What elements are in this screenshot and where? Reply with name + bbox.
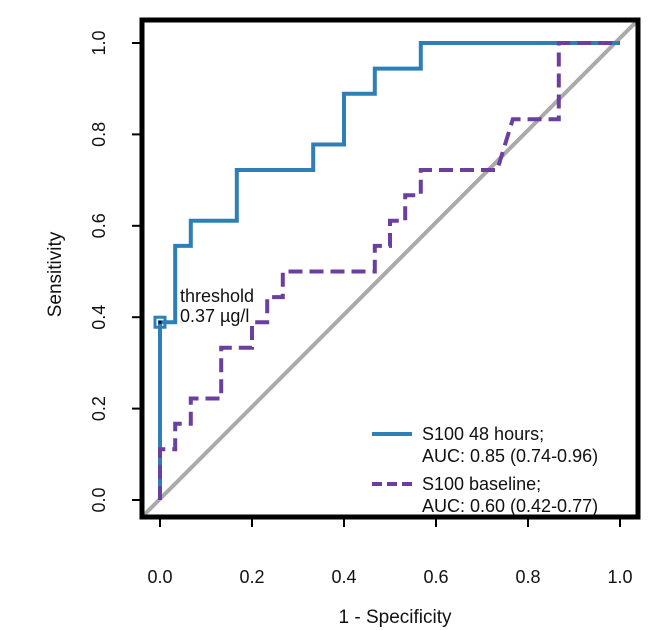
series-line-s100-48-hours [158,41,620,500]
y-axis-title: Sensitivity [45,231,66,317]
reference-diagonal-line [142,20,638,517]
y-tick-label: 0.2 [89,396,109,421]
x-tick-label: 0.6 [423,567,448,587]
legend-auc-s100-baseline: AUC: 0.60 (0.42-0.77) [422,496,598,516]
x-tick-label: 0.2 [239,567,264,587]
y-tick-label: 0.8 [89,122,109,147]
series-line-s100-baseline [158,41,620,500]
y-tick-label: 0.4 [89,305,109,330]
legend-label-s100-48-hours: S100 48 hours; [422,424,544,444]
threshold-annotation-line2: 0.37 µg/l [180,306,249,326]
x-tick-label: 0.4 [331,567,356,587]
x-tick-label: 0.0 [147,567,172,587]
x-axis-title: 1 - Specificity [339,607,452,628]
threshold-marker [153,315,167,329]
legend-label-s100-baseline: S100 baseline; [422,474,541,494]
y-tick-label: 0.6 [89,213,109,238]
legend-auc-s100-48-hours: AUC: 0.85 (0.74-0.96) [422,446,598,466]
threshold-marker-center [158,320,162,324]
y-tick-label: 1.0 [89,30,109,55]
x-tick-label: 0.8 [515,567,540,587]
y-tick-label: 0.0 [89,487,109,512]
x-tick-label: 1.0 [607,567,632,587]
plot-frame [139,17,641,520]
threshold-annotation-line1: threshold [180,286,254,306]
